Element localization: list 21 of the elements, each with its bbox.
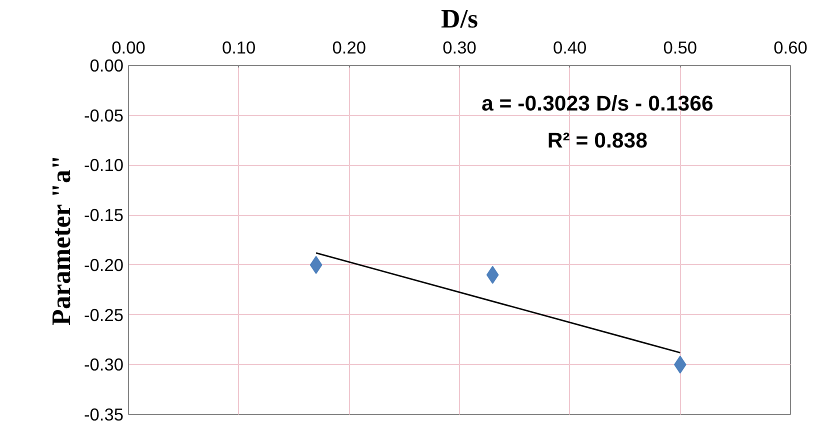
x-axis-title: D/s [440, 4, 478, 34]
annotation: a = -0.3023 D/s - 0.1366 [482, 91, 714, 116]
y-axis-title: Parameter "a" [46, 155, 76, 326]
y-tick-label: -0.05 [84, 105, 124, 126]
x-tick-label: 0.50 [663, 38, 698, 58]
y-tick-label: -0.10 [84, 155, 124, 176]
point [310, 256, 322, 274]
x-tick-label: 0.00 [112, 38, 146, 58]
y-tick-label: -0.20 [84, 254, 124, 275]
annotation: R² = 0.838 [547, 128, 648, 152]
point [486, 266, 499, 284]
y-tick-label: -0.35 [84, 404, 124, 424]
y-tick-label: -0.30 [84, 354, 124, 375]
x-tick-label: 0.30 [442, 38, 476, 58]
x-tick-label: 0.40 [552, 38, 587, 58]
x-tick-label: 0.20 [332, 38, 366, 58]
y-tick-label: -0.15 [84, 205, 124, 226]
y-tick-label: 0.00 [90, 56, 124, 76]
x-tick-label: 0.60 [774, 38, 808, 58]
y-tick-label: -0.25 [84, 304, 124, 325]
x-tick-label: 0.10 [222, 38, 256, 58]
